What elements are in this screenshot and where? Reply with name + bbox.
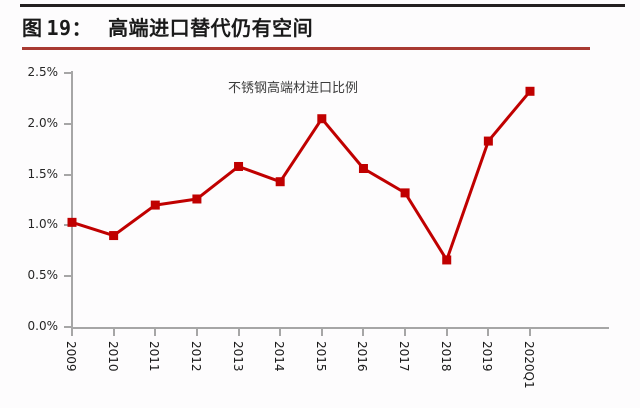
title-underline-rule (22, 47, 590, 50)
data-point-marker (234, 161, 244, 171)
page-top-rule (20, 4, 625, 7)
data-point-marker (358, 164, 368, 174)
page-title: 图 19： 高端进口替代仍有空间 (22, 12, 313, 41)
x-axis-tick (320, 329, 323, 336)
y-axis-tick-label: 0.5% (27, 268, 59, 283)
x-axis-tick (404, 329, 407, 336)
data-point-marker (483, 136, 493, 146)
data-point-marker (400, 188, 410, 198)
figure-number: 19： (46, 16, 93, 40)
x-axis-tick (279, 329, 282, 336)
data-series-layer (67, 86, 535, 265)
chart-title: 不锈钢高端材进口比例 (228, 81, 359, 96)
data-point-marker (275, 177, 285, 187)
y-axis-tick-label: 0.0% (27, 319, 59, 333)
y-axis-tick (64, 173, 72, 176)
series-line (70, 89, 532, 262)
y-axis-tick-label: 2.0% (27, 115, 59, 130)
figure-title-text: 高端进口替代仍有空间 (108, 16, 314, 40)
y-axis-tick (64, 275, 72, 278)
x-axis-tick (487, 329, 490, 336)
x-axis-tick (154, 329, 157, 336)
y-axis-tick (64, 326, 72, 328)
x-axis-tick (529, 329, 531, 336)
data-point-marker (109, 231, 119, 241)
y-axis-tick (64, 72, 72, 74)
data-point-marker (442, 255, 452, 265)
series-markers (67, 86, 535, 265)
y-axis-tick-label: 2.5% (27, 65, 59, 79)
x-axis-tick (71, 329, 73, 336)
line-chart: 不锈钢高端材进口比例 2.5% 2.0% 1.5% 1.0% 0.5% 0.0% 2009… (0, 55, 640, 408)
y-axis-tick-label: 1.0% (27, 217, 59, 232)
x-axis-tick (362, 329, 365, 336)
y-axis-tick (64, 122, 72, 125)
data-point-marker (67, 217, 77, 227)
data-point-marker (525, 86, 535, 96)
data-point-marker (317, 114, 327, 124)
x-axis-tick (237, 329, 240, 336)
x-axis-tick (195, 329, 198, 336)
x-axis-line (71, 327, 609, 329)
data-point-marker (150, 200, 160, 210)
data-point-marker (192, 194, 202, 204)
y-axis-tick-label: 1.5% (27, 166, 59, 181)
figure-label: 图 (22, 16, 43, 40)
y-axis-line (71, 71, 73, 329)
x-axis-tick (445, 329, 448, 336)
x-axis-tick (112, 329, 115, 336)
